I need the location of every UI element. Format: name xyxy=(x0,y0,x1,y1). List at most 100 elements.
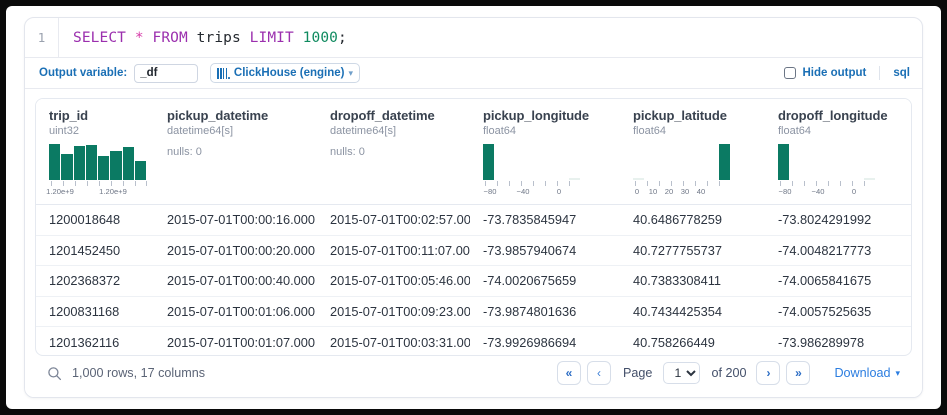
cell-output: trip_id uint32 1.20e+9 1.20e+9 pickup_dateti… xyxy=(25,89,922,397)
column-histogram: −80 −40 0 xyxy=(483,144,580,198)
first-page-button[interactable]: « xyxy=(557,361,582,385)
sql-editor[interactable]: 1 SELECT * FROM trips LIMIT 1000; xyxy=(25,18,922,58)
table-cell: -74.0048217773 xyxy=(765,235,911,266)
result-table-card: trip_id uint32 1.20e+9 1.20e+9 pickup_dateti… xyxy=(35,98,912,356)
line-number: 1 xyxy=(37,30,46,45)
histogram-tick-labels: 0 10 20 30 40 xyxy=(633,187,730,198)
column-type: datetime64[s] xyxy=(167,125,234,137)
sql-token: ; xyxy=(337,29,347,46)
column-histogram: −80 −40 0 xyxy=(778,144,875,198)
column-nulls: nulls: 0 xyxy=(330,146,365,158)
histogram-axis xyxy=(49,181,147,186)
row-info-group: 1,000 rows, 17 columns xyxy=(47,366,205,381)
table-row[interactable]: 1202368372 2015-07-01T00:00:40.000 2015-07… xyxy=(36,265,911,297)
table-cell: 2015-07-01T00:03:31.000 xyxy=(330,334,470,350)
pagination-controls: « ‹ Page 1 of 200 › » Download ▾ xyxy=(557,361,900,385)
histogram-bar xyxy=(73,145,85,180)
table-cell: -74.0065841675 xyxy=(765,265,911,297)
table-cell: 2015-07-01T00:00:20.000 xyxy=(154,235,317,266)
table-cell: -73.9857940674 xyxy=(470,235,620,266)
chevron-down-icon: ▾ xyxy=(895,367,900,378)
last-page-button[interactable]: » xyxy=(786,361,811,385)
table-row[interactable]: 1200831168 2015-07-01T00:01:06.000 2015-07… xyxy=(36,296,911,327)
column-type: float64 xyxy=(483,125,517,137)
table-cell: 2015-07-01T00:00:16.000 xyxy=(154,204,317,236)
histogram-bars xyxy=(778,144,875,180)
histogram-axis xyxy=(778,181,875,186)
column-type: uint32 xyxy=(49,125,79,137)
table-cell: -74.0020675659 xyxy=(470,265,620,297)
row-count-text: 1,000 rows, 17 columns xyxy=(72,366,206,380)
next-page-button[interactable]: › xyxy=(756,361,781,385)
sql-code-text[interactable]: SELECT * FROM trips LIMIT 1000; xyxy=(59,30,347,46)
download-label: Download xyxy=(834,366,891,380)
histogram-bar xyxy=(778,144,790,180)
histogram-tick-label: −80 xyxy=(483,187,497,196)
histogram-bar xyxy=(568,177,580,180)
histogram-tick-label: 20 xyxy=(664,187,674,196)
column-header-dropoff-datetime[interactable]: dropoff_datetime datetime64[s] nulls: 0 xyxy=(317,99,470,205)
table-cell: 1201452450 xyxy=(36,235,154,266)
sql-token xyxy=(294,30,303,46)
histogram-bar xyxy=(633,177,645,180)
column-header-pickup-latitude[interactable]: pickup_latitude float64 0 10 20 30 40 xyxy=(620,99,765,205)
toolbar-divider xyxy=(879,66,881,80)
histogram-bar xyxy=(61,154,73,180)
column-type: datetime64[s] xyxy=(330,125,397,137)
table-cell: 1201362116 xyxy=(49,334,120,350)
table-row[interactable]: 1200018648 2015-07-01T00:00:16.000 2015-07… xyxy=(36,204,911,236)
engine-selector[interactable]: ClickHouse (engine) ▾ xyxy=(210,63,360,83)
column-type: float64 xyxy=(778,125,812,137)
clickhouse-logo-icon xyxy=(217,67,230,79)
table-row[interactable]: 1201362116 2015-07-01T00:01:07.000 2015-07… xyxy=(36,327,911,356)
language-mode-sql[interactable]: sql xyxy=(893,67,910,79)
engine-label: ClickHouse (engine) xyxy=(233,67,345,79)
sql-token: * xyxy=(134,29,144,46)
column-name: pickup_datetime xyxy=(167,108,269,123)
download-button[interactable]: Download ▾ xyxy=(834,366,900,380)
histogram-axis xyxy=(633,181,730,186)
table-cell: 40.7383308411 xyxy=(620,265,765,297)
histogram-bar xyxy=(134,160,146,180)
histogram-bar xyxy=(122,146,134,180)
magnifier-icon[interactable] xyxy=(47,366,62,381)
column-header-dropoff-longitude[interactable]: dropoff_longitude float64 −80 −40 0 xyxy=(765,99,911,205)
column-header-pickup-datetime[interactable]: pickup_datetime datetime64[s] nulls: 0 xyxy=(154,99,317,205)
table-cell: 40.758266449 xyxy=(633,334,715,350)
column-name: dropoff_datetime xyxy=(330,108,435,123)
table-cell: -73.9874801636 xyxy=(470,296,620,327)
output-variable-input[interactable] xyxy=(134,63,199,83)
sql-token: 1000 xyxy=(302,29,338,46)
hide-output-label[interactable]: Hide output xyxy=(802,67,867,79)
table-cell: 1202368372 xyxy=(36,265,154,297)
column-name: pickup_latitude xyxy=(633,108,727,123)
column-header-pickup-longitude[interactable]: pickup_longitude float64 −80 −40 0 xyxy=(470,99,620,205)
column-type: float64 xyxy=(633,125,667,137)
page-number-select[interactable]: 1 xyxy=(663,362,701,384)
result-table-head: trip_id uint32 1.20e+9 1.20e+9 pickup_dateti… xyxy=(36,99,911,205)
table-cell: -73.7835845947 xyxy=(470,204,620,236)
histogram-tick-label: 0 xyxy=(634,187,640,196)
line-number-gutter: 1 xyxy=(25,18,59,57)
sql-token: FROM xyxy=(152,29,188,46)
sql-cell-card: 1 SELECT * FROM trips LIMIT 1000; Output… xyxy=(24,17,923,398)
histogram-bars xyxy=(483,144,580,180)
histogram-tick-label: −80 xyxy=(778,187,792,196)
screenshot-frame: 1 SELECT * FROM trips LIMIT 1000; Output… xyxy=(6,6,941,409)
result-table-body: 1200018648 2015-07-01T00:00:16.000 2015-07… xyxy=(36,204,911,356)
table-row[interactable]: 1201452450 2015-07-01T00:00:20.000 2015-07… xyxy=(36,235,911,266)
prev-page-button[interactable]: ‹ xyxy=(587,361,612,385)
hide-output-checkbox[interactable] xyxy=(783,67,796,79)
histogram-bar xyxy=(98,155,110,180)
toolbar-right-group: Hide output sql xyxy=(783,66,910,80)
table-cell: -74.0057525635 xyxy=(765,296,911,327)
histogram-tick-labels: −80 −40 0 xyxy=(778,187,875,198)
histogram-tick-label: 1.20e+9 xyxy=(99,187,127,196)
histogram-bars xyxy=(49,144,146,180)
histogram-bar xyxy=(49,144,61,180)
histogram-tick-label: 40 xyxy=(696,187,706,196)
column-header-trip-id[interactable]: trip_id uint32 1.20e+9 1.20e+9 xyxy=(36,99,154,205)
histogram-tick-label: 30 xyxy=(680,187,690,196)
histogram-tick-labels: −80 −40 0 xyxy=(483,187,580,198)
page-label: Page xyxy=(623,366,653,380)
